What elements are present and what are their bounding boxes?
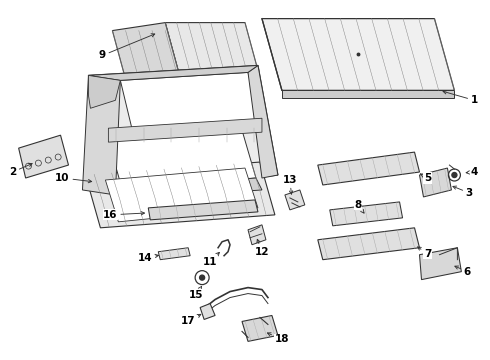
- Text: 12: 12: [255, 239, 269, 257]
- Polygon shape: [330, 202, 403, 226]
- Polygon shape: [121, 72, 262, 130]
- Polygon shape: [89, 66, 258, 80]
- Text: 2: 2: [9, 163, 32, 177]
- Text: 14: 14: [138, 253, 158, 263]
- Text: 17: 17: [181, 314, 201, 327]
- Polygon shape: [318, 228, 419, 260]
- Polygon shape: [282, 90, 454, 98]
- Text: 15: 15: [189, 286, 203, 300]
- Polygon shape: [89, 75, 121, 108]
- Polygon shape: [285, 190, 305, 210]
- Text: 5: 5: [420, 173, 431, 183]
- Text: 16: 16: [103, 210, 145, 220]
- Polygon shape: [82, 75, 121, 195]
- Text: 8: 8: [354, 200, 364, 213]
- Polygon shape: [108, 130, 256, 190]
- Polygon shape: [108, 178, 262, 200]
- Text: 6: 6: [455, 266, 471, 276]
- Polygon shape: [108, 118, 262, 142]
- Polygon shape: [105, 168, 258, 222]
- Text: 11: 11: [203, 252, 220, 267]
- Text: 9: 9: [99, 34, 155, 60]
- Polygon shape: [248, 225, 266, 245]
- Polygon shape: [89, 66, 278, 195]
- Polygon shape: [419, 248, 462, 280]
- Polygon shape: [419, 168, 451, 197]
- Circle shape: [199, 275, 205, 280]
- Polygon shape: [165, 23, 258, 71]
- Polygon shape: [112, 23, 178, 78]
- Polygon shape: [148, 200, 258, 220]
- Text: 1: 1: [443, 91, 478, 105]
- Polygon shape: [200, 303, 215, 319]
- Polygon shape: [318, 152, 419, 185]
- Polygon shape: [248, 66, 278, 178]
- Text: 4: 4: [466, 167, 478, 177]
- Polygon shape: [85, 162, 275, 228]
- Text: 18: 18: [268, 333, 289, 345]
- Text: 7: 7: [417, 247, 431, 259]
- Polygon shape: [242, 315, 278, 341]
- Text: 13: 13: [283, 175, 297, 194]
- Polygon shape: [262, 19, 454, 90]
- Polygon shape: [158, 248, 190, 260]
- Text: 10: 10: [55, 173, 92, 183]
- Polygon shape: [19, 135, 69, 178]
- Text: 3: 3: [453, 186, 473, 198]
- Circle shape: [452, 172, 457, 177]
